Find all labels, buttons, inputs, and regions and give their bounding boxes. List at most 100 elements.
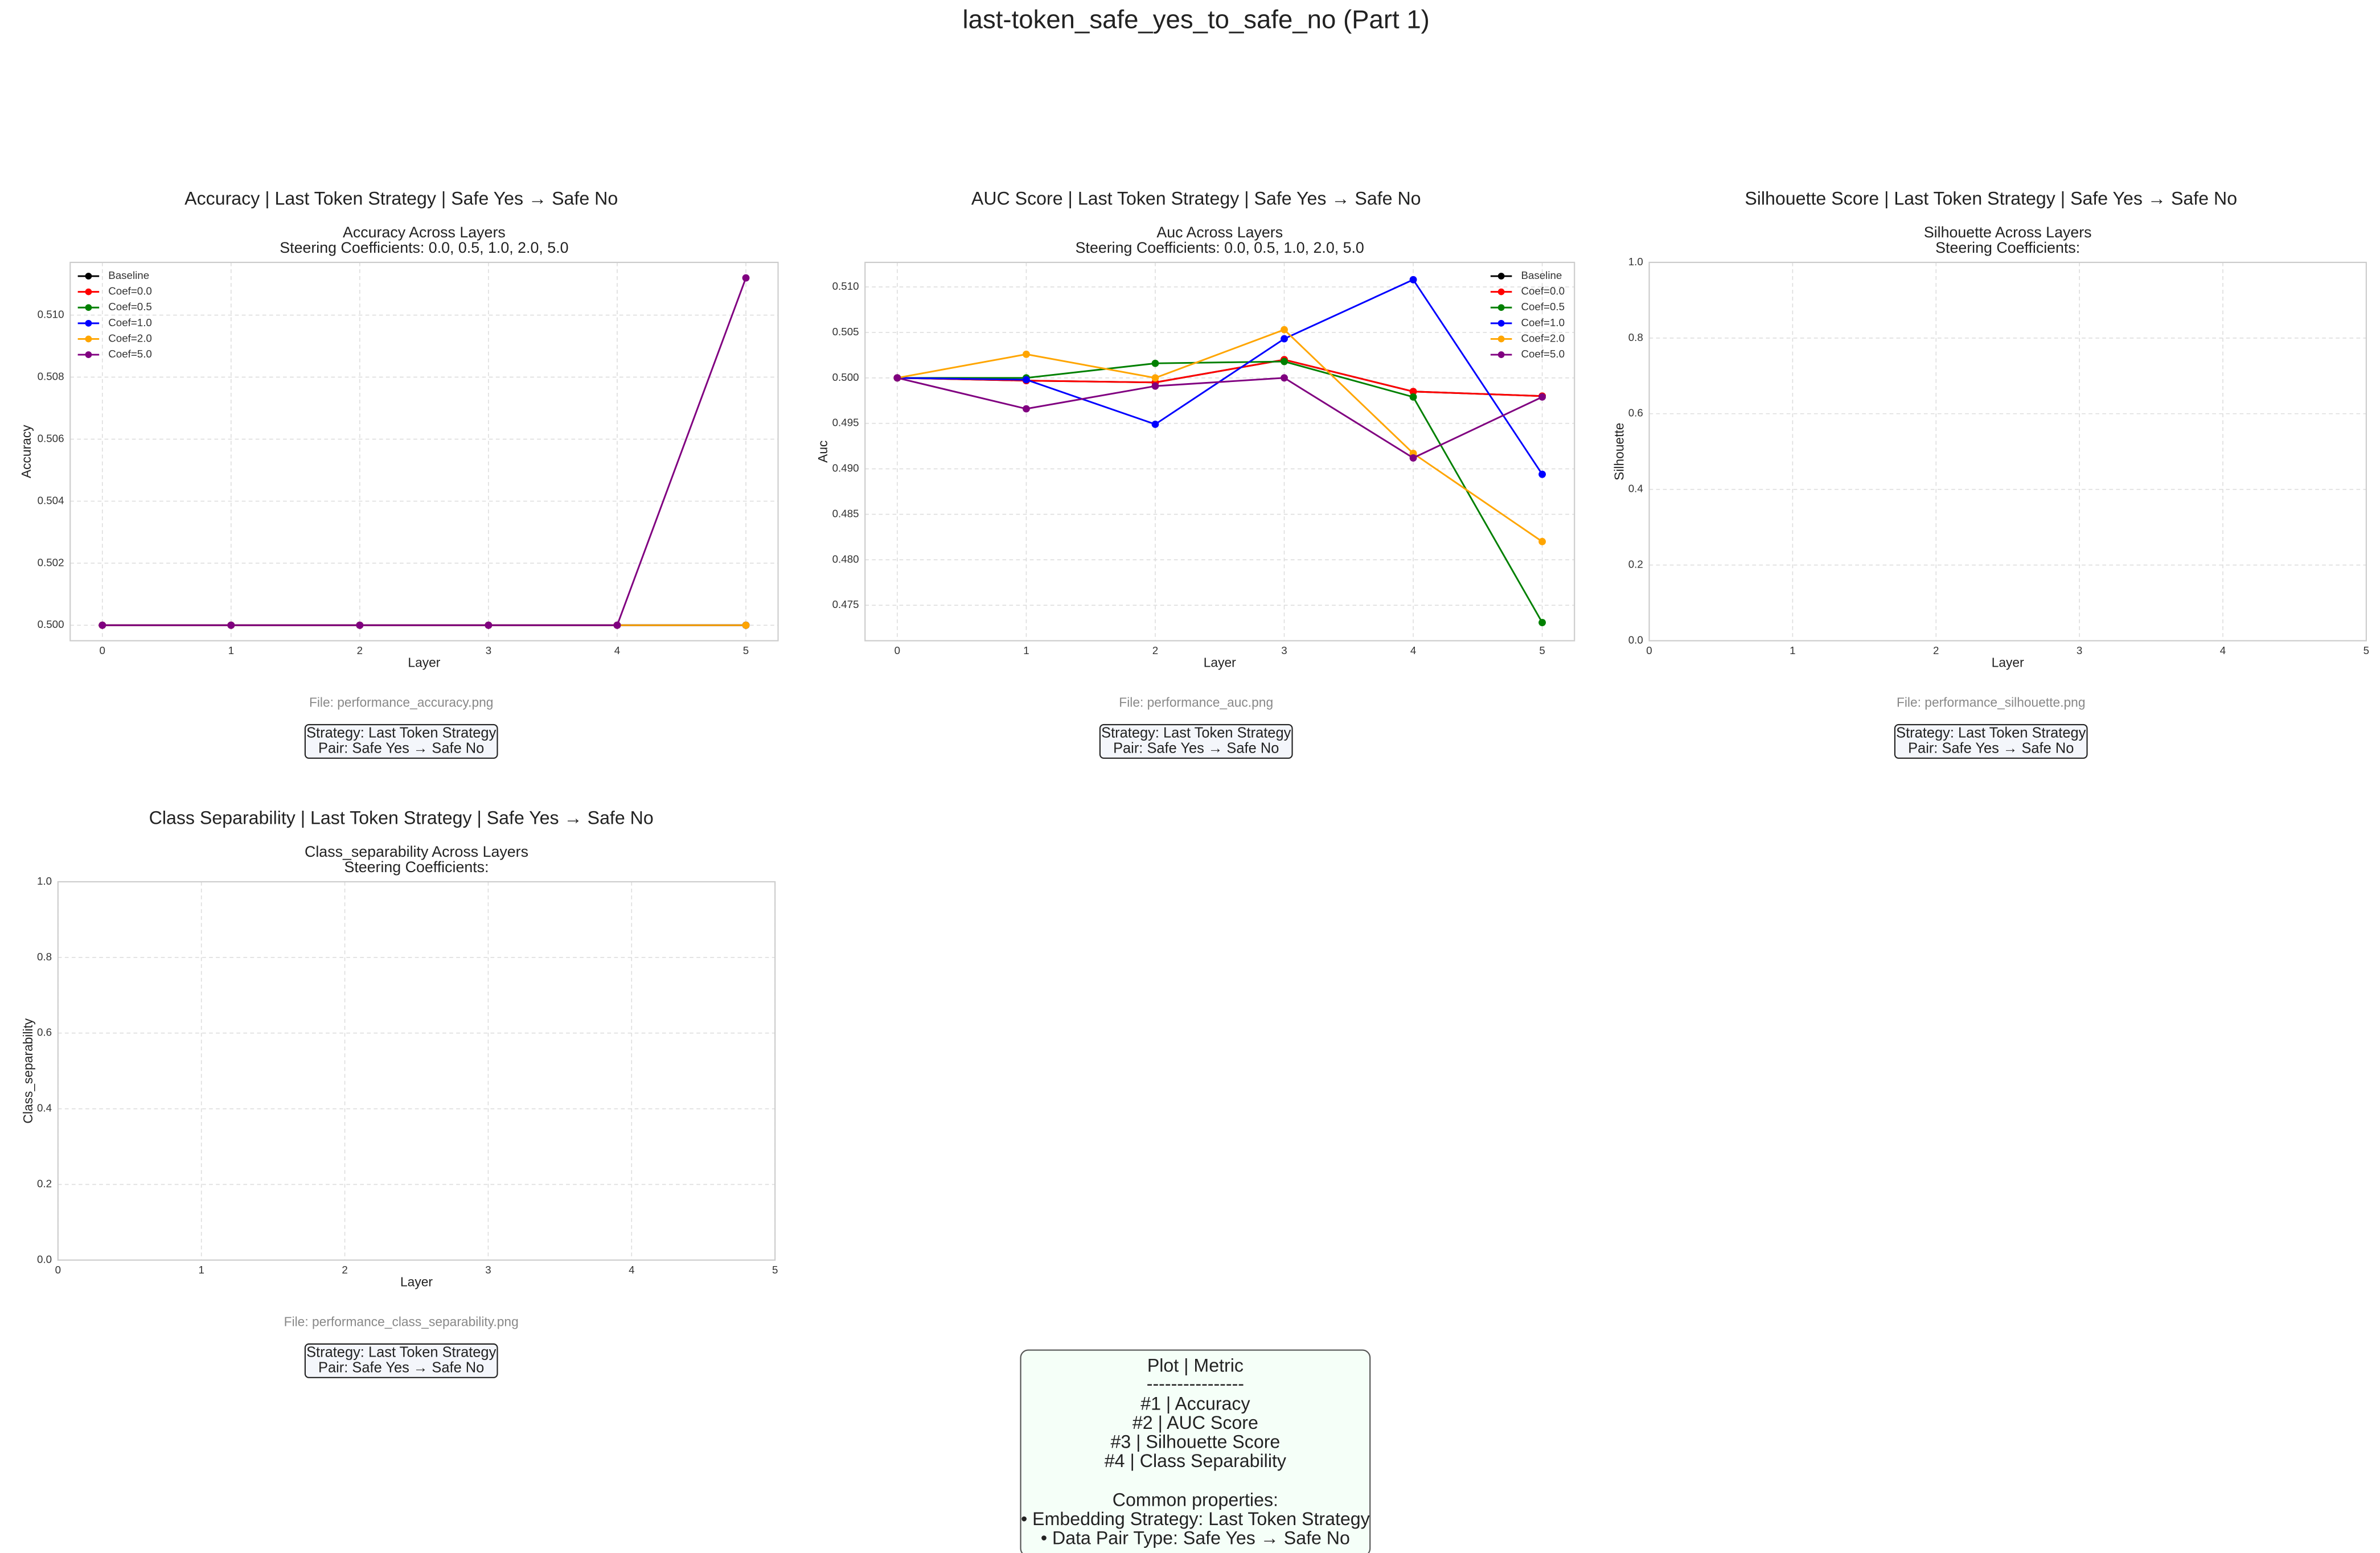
legend-label: Coef=2.0 <box>108 332 152 344</box>
legend-marker <box>1497 319 1505 327</box>
legend-marker <box>85 351 92 358</box>
file-caption: File: performance_auc.png <box>1119 695 1273 709</box>
data-point <box>613 621 621 629</box>
chart-subtitle: Steering Coefficients: 0.0, 0.5, 1.0, 2.… <box>1076 239 1364 256</box>
y-tick-label: 1.0 <box>37 875 52 887</box>
y-tick-label: 0.505 <box>832 326 859 338</box>
legend-label: Coef=0.0 <box>108 285 152 297</box>
info-text: Strategy: Last Token Strategy <box>306 725 496 741</box>
summary-property: • Data Pair Type: Safe Yes → Safe No <box>1041 1527 1350 1548</box>
data-point <box>99 621 106 629</box>
series-line <box>897 360 1543 623</box>
summary-row: #1 | Accuracy <box>1140 1394 1250 1414</box>
y-tick-label: 0.4 <box>37 1102 52 1114</box>
y-tick-label: 0.500 <box>832 371 859 383</box>
x-tick-label: 2 <box>1152 644 1158 656</box>
file-caption: File: performance_class_separability.png <box>284 1314 519 1329</box>
y-tick-label: 0.0 <box>37 1253 52 1265</box>
info-text: Pair: Safe Yes → Safe No <box>318 740 484 756</box>
y-tick-label: 1.0 <box>1628 256 1643 268</box>
y-tick-label: 0.502 <box>38 556 64 568</box>
series-line <box>897 328 1543 543</box>
summary-divider: ---------------- <box>1147 1374 1244 1394</box>
info-box <box>304 724 498 759</box>
y-tick-label: 0.4 <box>1628 483 1643 495</box>
y-tick-label: 0.510 <box>38 308 64 320</box>
legend-label: Coef=0.0 <box>1521 285 1565 297</box>
summary-property: • Embedding Strategy: Last Token Strateg… <box>1021 1509 1370 1529</box>
x-tick-label: 0 <box>55 1264 61 1276</box>
y-tick-label: 0.0 <box>1628 634 1643 646</box>
legend-label: Coef=5.0 <box>108 348 152 360</box>
legend-label: Coef=0.5 <box>1521 301 1565 313</box>
y-axis-label: Auc <box>815 441 830 463</box>
x-tick-label: 5 <box>743 644 749 656</box>
chart-title: Silhouette Across Layers <box>1924 224 2092 241</box>
y-axis-label: Accuracy <box>19 425 34 478</box>
plot-area <box>58 881 775 1260</box>
plot-frame <box>864 261 1575 642</box>
x-tick-label: 0 <box>1646 644 1652 656</box>
plot-area <box>865 262 1575 641</box>
summary-row: #3 | Silhouette Score <box>1110 1432 1280 1452</box>
chart-title: Auc Across Layers <box>1156 224 1283 241</box>
y-tick-label: 0.495 <box>832 417 859 429</box>
x-tick-label: 4 <box>629 1264 634 1276</box>
y-tick-label: 0.510 <box>832 280 859 292</box>
data-point <box>1151 359 1159 367</box>
y-tick-label: 0.490 <box>832 462 859 474</box>
legend-marker <box>1497 351 1505 358</box>
series-line <box>102 277 747 626</box>
x-axis-label: Layer <box>1992 655 2024 670</box>
y-tick-label: 0.2 <box>37 1178 52 1190</box>
x-tick-label: 1 <box>228 644 234 656</box>
data-point <box>1409 393 1417 401</box>
y-axis-label: Silhouette <box>1612 423 1627 480</box>
x-tick-label: 1 <box>1023 644 1029 656</box>
plot-frame <box>1648 261 2367 642</box>
data-point <box>485 621 493 629</box>
x-tick-label: 5 <box>2363 644 2369 656</box>
file-caption: File: performance_silhouette.png <box>1897 695 2086 709</box>
data-point <box>893 374 901 382</box>
data-point <box>1409 388 1417 396</box>
x-axis-label: Layer <box>408 655 440 670</box>
y-tick-label: 0.2 <box>1628 558 1643 570</box>
y-tick-label: 0.8 <box>1628 331 1643 343</box>
summary-row: #4 | Class Separability <box>1105 1451 1286 1471</box>
y-tick-label: 0.8 <box>37 951 52 963</box>
data-point <box>1151 420 1159 428</box>
data-point <box>1538 393 1546 401</box>
y-tick-label: 0.508 <box>38 370 64 382</box>
data-point <box>1538 470 1546 478</box>
data-point <box>742 274 750 282</box>
file-caption: File: performance_accuracy.png <box>309 695 493 709</box>
info-text: Pair: Safe Yes → Safe No <box>1908 740 2074 756</box>
data-point <box>227 621 235 629</box>
summary-header: Plot | Metric <box>1147 1355 1244 1376</box>
figure-title: last-token_safe_yes_to_safe_no (Part 1) <box>963 5 1430 34</box>
data-point <box>1281 335 1288 343</box>
x-axis-label: Layer <box>400 1275 433 1289</box>
data-point <box>1281 358 1288 365</box>
x-tick-label: 1 <box>1790 644 1795 656</box>
x-tick-label: 5 <box>1539 644 1545 656</box>
panel-heading: AUC Score | Last Token Strategy | Safe Y… <box>971 188 1421 209</box>
plot-frame <box>69 261 779 642</box>
data-point <box>1023 376 1030 384</box>
legend-marker <box>85 288 92 295</box>
legend-label: Coef=0.5 <box>108 301 152 313</box>
x-tick-label: 0 <box>100 644 105 656</box>
legend-marker <box>85 335 92 343</box>
x-tick-label: 4 <box>2220 644 2226 656</box>
info-text: Strategy: Last Token Strategy <box>306 1345 496 1361</box>
legend-marker <box>1497 273 1505 280</box>
chart-subtitle: Steering Coefficients: 0.0, 0.5, 1.0, 2.… <box>280 239 568 256</box>
y-tick-label: 0.480 <box>832 553 859 565</box>
x-axis-label: Layer <box>1204 655 1236 670</box>
y-tick-label: 0.475 <box>832 598 859 610</box>
data-point <box>1023 350 1030 358</box>
summary-row: #2 | AUC Score <box>1132 1412 1258 1433</box>
panel-heading: Silhouette Score | Last Token Strategy |… <box>1745 188 2237 209</box>
